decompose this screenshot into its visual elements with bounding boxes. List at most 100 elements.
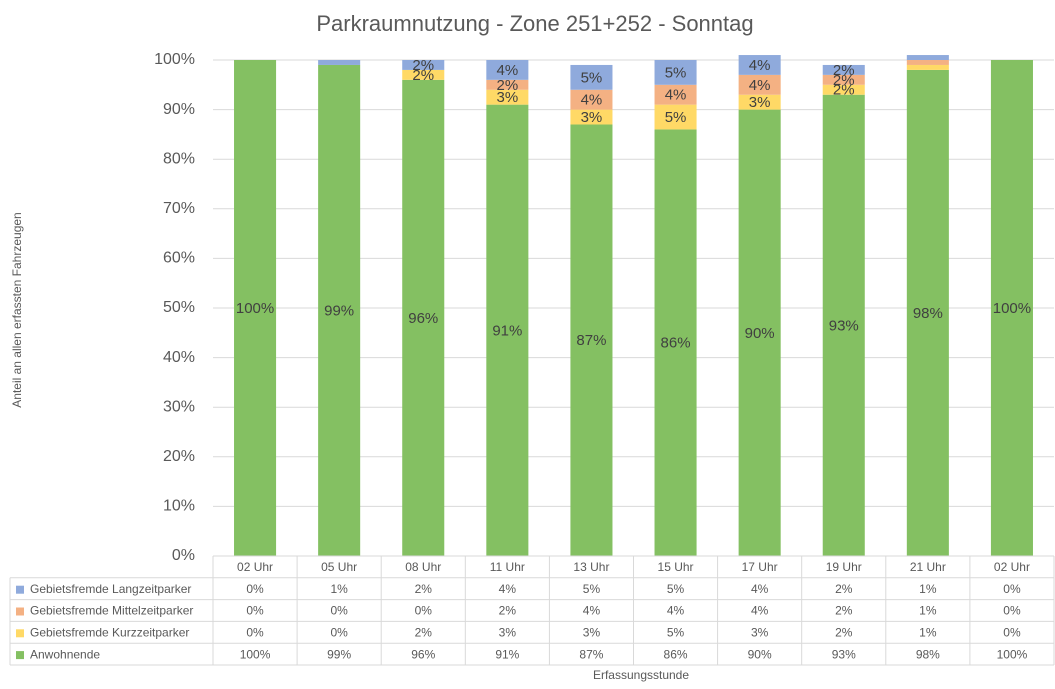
- table-cell: 93%: [832, 647, 856, 661]
- table-cell: 2%: [499, 604, 517, 618]
- y-tick-label: 20%: [163, 448, 195, 465]
- table-cell: 0%: [1003, 582, 1021, 596]
- bar-segment: [654, 60, 697, 85]
- bar-segment: [906, 69, 949, 557]
- table-cell: 0%: [1003, 625, 1021, 639]
- table-cell: 2%: [835, 625, 853, 639]
- data-label: 2%: [833, 82, 855, 99]
- data-label: 2%: [497, 77, 519, 94]
- table-cell: 96%: [411, 647, 435, 661]
- data-label: 5%: [665, 109, 687, 126]
- table-cell: 0%: [330, 625, 348, 639]
- data-label: 86%: [661, 335, 691, 352]
- data-label: 5%: [581, 69, 603, 86]
- table-cell: 99%: [327, 647, 351, 661]
- data-label: 87%: [576, 332, 606, 349]
- bar-segment: [654, 129, 697, 556]
- bar-segment: [822, 84, 865, 95]
- data-label: 3%: [497, 89, 519, 106]
- legend-swatch: [16, 585, 24, 594]
- table-cell: 0%: [246, 625, 264, 639]
- bar-segment: [738, 94, 781, 110]
- y-tick-label: 90%: [163, 101, 195, 118]
- table-cell: 2%: [835, 604, 853, 618]
- table-cell: 4%: [667, 604, 685, 618]
- data-label: 4%: [665, 87, 687, 104]
- data-label: 98%: [913, 305, 943, 322]
- bar-segment: [318, 64, 361, 557]
- bar-segment: [570, 64, 613, 90]
- table-cell: 5%: [667, 582, 685, 596]
- bar-segment: [822, 94, 865, 556]
- table-cell: 91%: [495, 647, 519, 661]
- data-label: 4%: [749, 57, 771, 74]
- table-cell: 4%: [499, 582, 517, 596]
- x-axis-label: Erfassungsstunde: [593, 668, 689, 682]
- data-label: 4%: [497, 62, 519, 79]
- table-cell: 0%: [1003, 604, 1021, 618]
- table-cell: 4%: [751, 604, 769, 618]
- y-tick-label: 80%: [163, 150, 195, 167]
- bar-segment: [486, 104, 529, 556]
- data-label: 91%: [492, 322, 522, 339]
- y-tick-label: 30%: [163, 398, 195, 415]
- bar-segment: [570, 124, 613, 556]
- chart-title: Parkraumnutzung - Zone 251+252 - Sonntag: [316, 11, 753, 36]
- data-label: 99%: [324, 302, 354, 319]
- x-tick-label: 17 Uhr: [742, 560, 778, 574]
- table-cell: 1%: [919, 604, 937, 618]
- bar-segment: [402, 60, 445, 70]
- legend-label: Gebietsfremde Mittelzeitparker: [30, 604, 193, 618]
- y-tick-label: 40%: [163, 349, 195, 366]
- data-label: 3%: [581, 109, 603, 126]
- bar-segment: [402, 79, 445, 556]
- table-cell: 3%: [751, 625, 769, 639]
- bar-segment: [738, 109, 781, 556]
- x-tick-label: 13 Uhr: [573, 560, 609, 574]
- x-tick-label: 19 Uhr: [826, 560, 862, 574]
- y-tick-label: 50%: [163, 299, 195, 316]
- x-tick-label: 02 Uhr: [994, 560, 1030, 574]
- table-cell: 0%: [330, 604, 348, 618]
- data-label: 100%: [993, 300, 1031, 317]
- bar-segment: [486, 60, 529, 80]
- table-cell: 5%: [667, 625, 685, 639]
- bar-segment: [906, 64, 949, 70]
- bar-segment: [990, 60, 1033, 556]
- bar-segment: [822, 64, 865, 75]
- bar-segment: [486, 89, 529, 105]
- bar-segment: [654, 84, 697, 105]
- bar-segment: [822, 74, 865, 85]
- data-label: 93%: [829, 317, 859, 334]
- table-cell: 86%: [664, 647, 688, 661]
- x-tick-label: 02 Uhr: [237, 560, 273, 574]
- table-cell: 98%: [916, 647, 940, 661]
- y-tick-label: 60%: [163, 250, 195, 267]
- legend-swatch: [16, 629, 24, 638]
- bar-segment: [318, 60, 361, 65]
- bar-segment: [234, 60, 277, 556]
- legend-swatch: [16, 651, 24, 660]
- data-label: 4%: [581, 92, 603, 109]
- table-cell: 2%: [415, 625, 433, 639]
- bar-segment: [738, 74, 781, 95]
- legend-swatch: [16, 607, 24, 616]
- table-cell: 1%: [330, 582, 348, 596]
- table-cell: 4%: [751, 582, 769, 596]
- x-tick-label: 08 Uhr: [405, 560, 441, 574]
- data-label: 2%: [833, 62, 855, 79]
- bar-segment: [402, 69, 445, 80]
- table-cell: 3%: [499, 625, 517, 639]
- y-axis-label: Anteil an allen erfassten Fahrzeugen: [10, 212, 24, 407]
- bar-segment: [654, 104, 697, 130]
- table-cell: 3%: [583, 625, 601, 639]
- x-tick-label: 11 Uhr: [490, 560, 525, 574]
- data-label: 100%: [236, 300, 274, 317]
- table-cell: 100%: [240, 647, 271, 661]
- x-tick-label: 21 Uhr: [910, 560, 946, 574]
- data-label: 4%: [749, 77, 771, 94]
- table-cell: 100%: [997, 647, 1028, 661]
- y-tick-label: 70%: [163, 200, 195, 217]
- data-label: 2%: [412, 57, 434, 74]
